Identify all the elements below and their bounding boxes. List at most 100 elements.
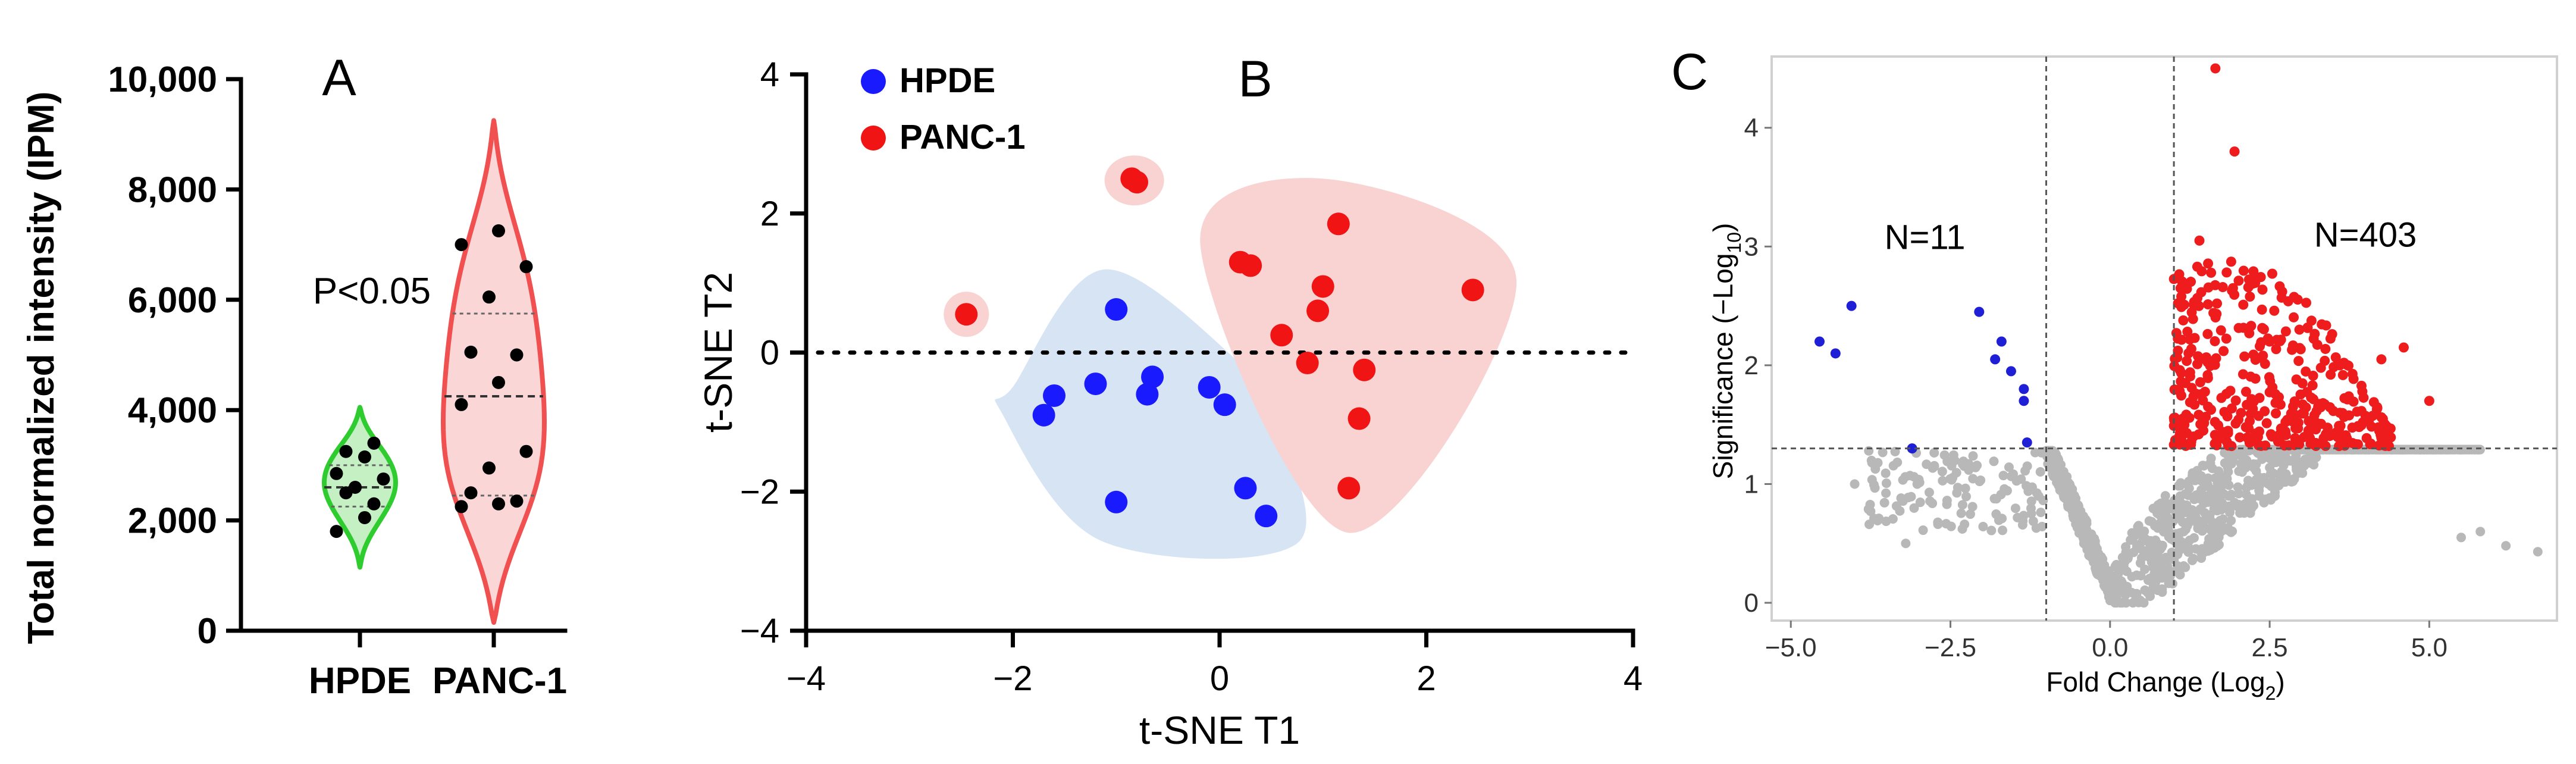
panel-c-point-ns [2213, 541, 2223, 551]
panel-c-point-ns [1950, 456, 1960, 466]
panel-c-point-ns [1965, 509, 1975, 519]
panel-c-point-up [2301, 366, 2311, 377]
panel-c-point-ns [2427, 444, 2437, 455]
panel-c-point-ns [1998, 471, 2008, 481]
panel-c-point-up [2182, 327, 2193, 337]
panel-c-point-ns [2091, 565, 2101, 575]
panel-c-point-up [2398, 342, 2409, 353]
panel-c-point-ns [2203, 473, 2213, 483]
panel-c-point-up [2216, 393, 2227, 403]
panel-c-point-up [2226, 403, 2237, 414]
panel-c-point-ns [1937, 466, 1947, 477]
panel-b-point-hpde [1136, 383, 1159, 406]
panel-c-point-ns [2145, 574, 2155, 584]
panel-a-data-point [492, 224, 505, 237]
panel-c-point-up [2186, 307, 2197, 318]
panel-c-point-up [2193, 300, 2204, 311]
panel-c-point-up [2243, 274, 2254, 285]
panel-c-point-ns [2208, 519, 2218, 530]
panel-c-point-up [2256, 353, 2267, 364]
panel-c-point-up [2289, 312, 2299, 322]
panel-c-point-up [2173, 298, 2183, 309]
panel-a-data-point [455, 238, 468, 252]
panel-c-point-up [2175, 283, 2186, 293]
panel-c-point-up [2229, 146, 2240, 157]
panel-b-point-panc-1 [1306, 299, 1330, 322]
panel-c-point-up [2308, 371, 2318, 381]
panel-c-point-ns [1881, 488, 1891, 498]
panel-c-point-up [2334, 359, 2345, 370]
panel-c-point-ns [2088, 538, 2098, 548]
panel-c-point-ns [2439, 444, 2449, 455]
panel-c-y-tick-label: 1 [1744, 469, 1759, 499]
panel-c-point-ns [2049, 452, 2059, 462]
panel-c-point-up [2221, 267, 2232, 278]
panel-c-point-ns [1960, 483, 1970, 493]
panel-b-point-hpde [1105, 490, 1128, 513]
panel-a-x-ticks: HPDE PANC-1 [309, 631, 567, 702]
panel-b-label: B [1238, 51, 1272, 108]
panel-a-data-point [349, 480, 362, 494]
panel-c-point-ns [2192, 492, 2202, 502]
panel-c-point-up [2265, 376, 2276, 387]
panel-c-point-up [2280, 326, 2291, 337]
panel-c-point-down [1996, 336, 2007, 347]
panel-c-point-ns [2185, 535, 2195, 545]
panel-c-point-ns [2035, 466, 2045, 477]
panel-c-point-ns [1901, 538, 1911, 549]
panel-c-point-up [2238, 299, 2249, 310]
panel-b-x-tick-label: 0 [1210, 659, 1229, 698]
panel-c-point-up [2293, 356, 2304, 367]
panel-c-point-up [2184, 412, 2195, 423]
panel-c-point-up [2383, 434, 2393, 444]
panel-c-point-ns [2241, 500, 2251, 511]
panel-c-point-up [2424, 396, 2434, 406]
panel-b-point-panc-1 [1353, 358, 1376, 381]
panel-a-y-tick-label: 10,000 [108, 60, 217, 99]
panel-c-point-up [2233, 275, 2244, 286]
panel-c-point-ns [2243, 475, 2253, 486]
panel-c-point-ns [2199, 547, 2209, 558]
panel-c-point-up [2276, 292, 2287, 303]
panel-c-point-up [2182, 356, 2192, 367]
panel-b-point-panc-1 [1337, 477, 1361, 500]
panel-c-point-ns [2401, 444, 2411, 455]
panel-b-legend-marker [861, 69, 886, 94]
panel-c-ticks: −5.0 −2.5 0.0 2.5 5.0 0 1 2 3 4 [1744, 114, 2447, 662]
panel-c-point-ns [2180, 505, 2190, 515]
panel-b-hull-panc1 [1200, 178, 1517, 533]
panel-c-point-up [2347, 438, 2358, 449]
panel-c-down-count: N=11 [1885, 218, 1966, 256]
panel-c-point-ns [1888, 461, 1898, 471]
panel-c-point-up [2256, 337, 2267, 347]
panel-c-point-down [1907, 443, 1917, 454]
panel-c-point-up [2295, 344, 2306, 355]
panel-c-point-ns [2207, 493, 2217, 503]
panel-c-point-up [2242, 432, 2252, 443]
panel-c-point-ns [2234, 489, 2244, 499]
panel-c-point-ns [2119, 584, 2129, 594]
panel-c-point-up [2226, 256, 2236, 267]
panel-c-point-ns [1878, 447, 1888, 458]
panel-c-point-up [2225, 386, 2236, 396]
panel-c-point-ns [2132, 570, 2142, 580]
panel-c-point-ns [1915, 497, 1925, 508]
panel-b-point-panc-1 [1347, 407, 1371, 430]
panel-c-point-ns [2268, 468, 2279, 478]
panel-c-point-ns [2174, 545, 2185, 555]
panel-c-point-ns [1951, 468, 1961, 478]
panel-b-point-hpde [1043, 384, 1066, 407]
panel-c-x-tick-label: 5.0 [2411, 633, 2447, 662]
panel-c-point-up [2269, 305, 2280, 316]
panel-c-point-up [2215, 325, 2226, 336]
panel-c-point-up [2250, 373, 2261, 384]
panel-c-point-ns [2191, 467, 2201, 477]
panel-c-point-ns [2136, 544, 2146, 554]
panel-b-point-panc-1 [1239, 254, 1262, 277]
panel-c-point-up [2239, 351, 2250, 362]
panel-a-violins [322, 118, 547, 625]
panel-c-point-up [2264, 336, 2275, 347]
panel-c-point-ns [2144, 516, 2154, 526]
panel-c-y-tick-label: 0 [1744, 588, 1759, 618]
panel-c-point-ns [1939, 450, 1950, 460]
